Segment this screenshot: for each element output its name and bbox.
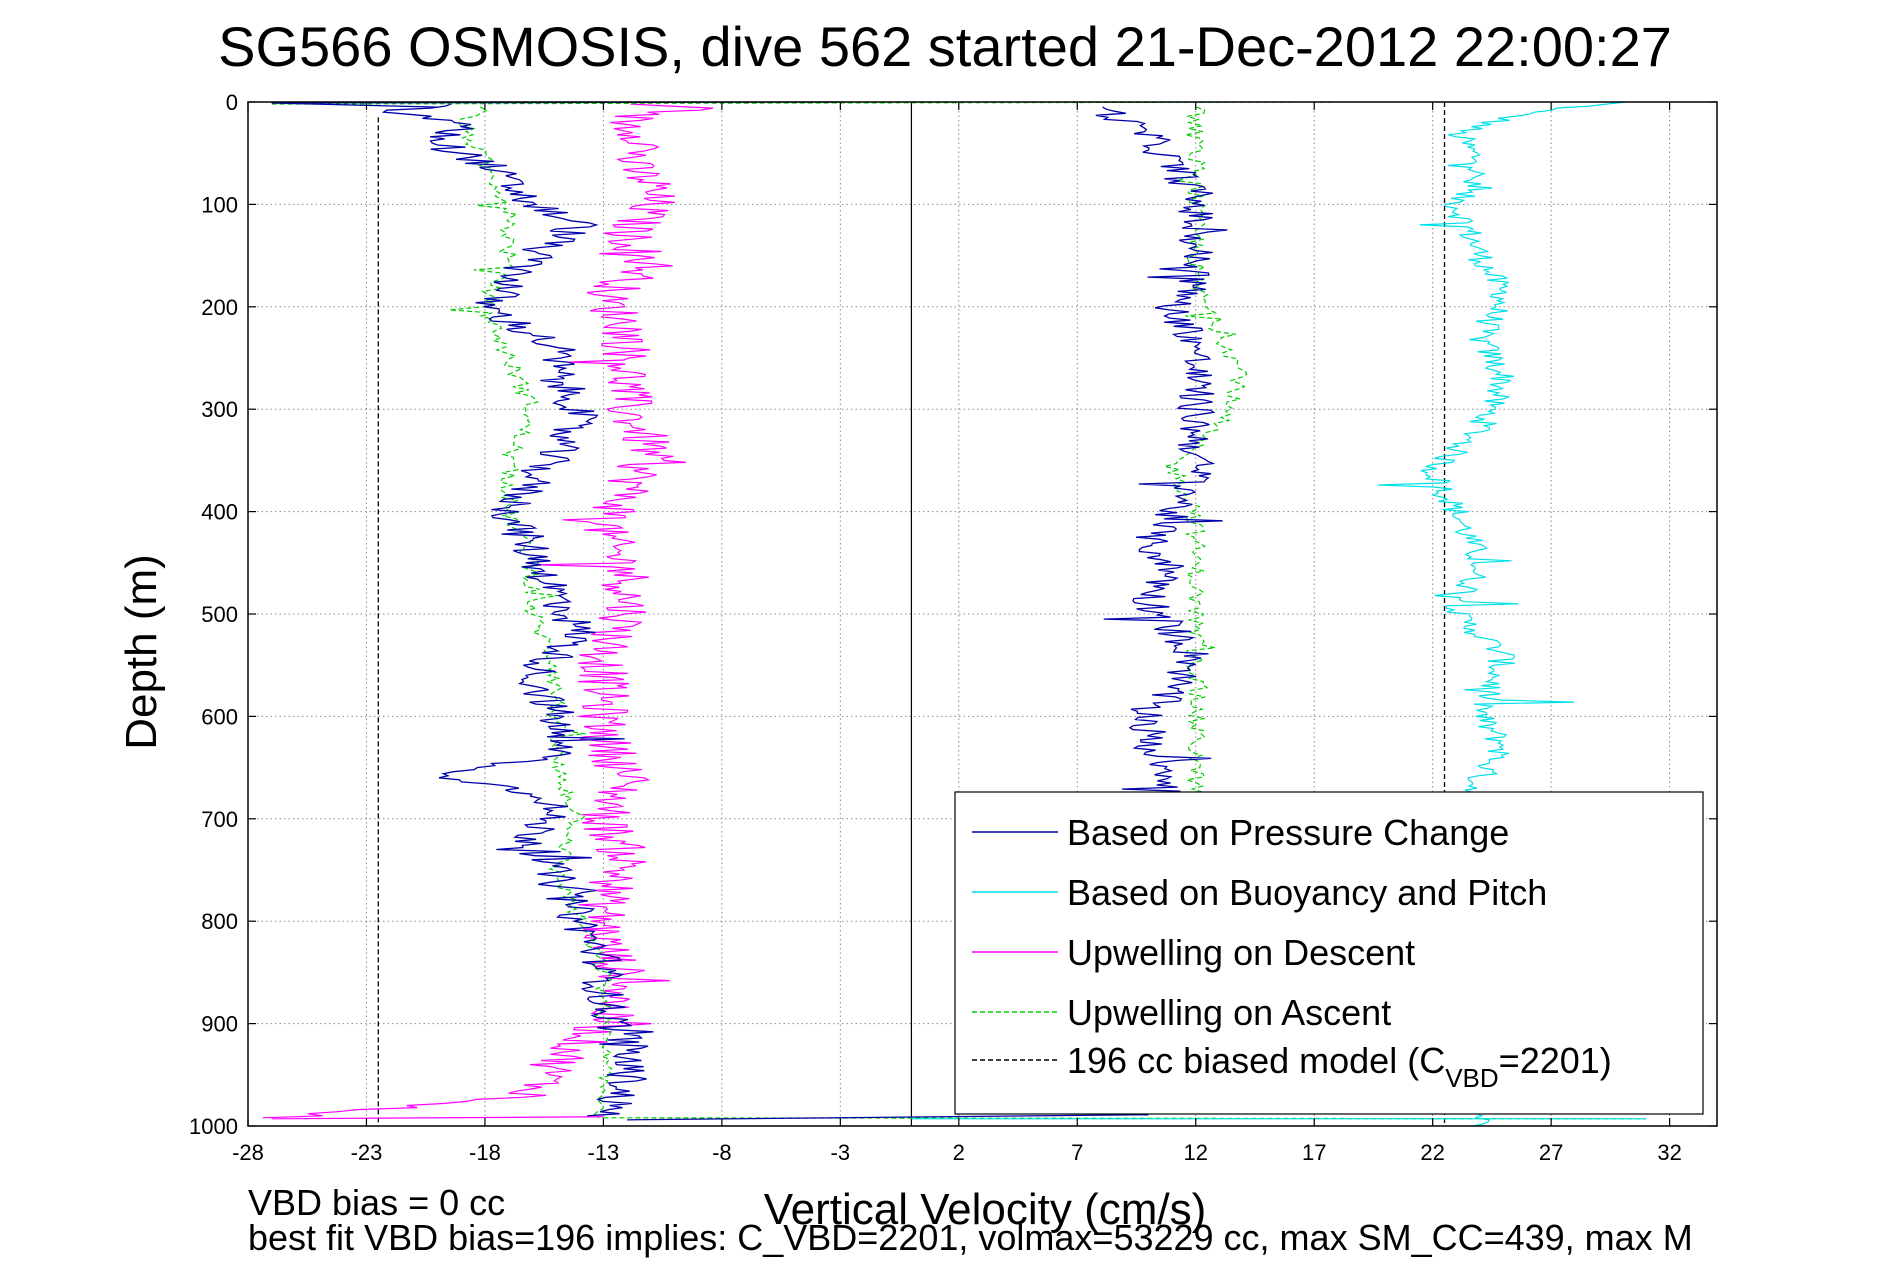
y-axis-label: Depth (m) <box>117 554 166 750</box>
x-tick-label: 2 <box>953 1140 965 1165</box>
series-upwelling-descent <box>262 103 714 1119</box>
footer-line-2: best fit VBD bias=196 implies: C_VBD=220… <box>248 1217 1693 1258</box>
y-tick-label: 800 <box>201 909 238 934</box>
chart-title: SG566 OSMOSIS, dive 562 started 21-Dec-2… <box>218 15 1672 78</box>
x-tick-label: -13 <box>588 1140 620 1165</box>
x-tick-label: -23 <box>351 1140 383 1165</box>
series-upwelling-descent-bottom <box>271 1116 604 1120</box>
y-tick-label: 400 <box>201 500 238 525</box>
y-tick-label: 500 <box>201 602 238 627</box>
legend-label: Upwelling on Descent <box>1067 932 1415 973</box>
y-tick-label: 300 <box>201 397 238 422</box>
y-tick-label: 0 <box>226 90 238 115</box>
series-upwelling-ascent-ascent-half <box>1164 106 1248 799</box>
x-tick-label: 32 <box>1657 1140 1681 1165</box>
y-tick-label: 700 <box>201 807 238 832</box>
series-upwelling-ascent-descent-half <box>449 106 615 1119</box>
x-tick-label: -3 <box>831 1140 851 1165</box>
legend: Based on Pressure Change Based on Buoyanc… <box>954 791 1704 1115</box>
y-tick-label: 200 <box>201 295 238 320</box>
x-tick-label: 12 <box>1183 1140 1207 1165</box>
x-tick-label: 27 <box>1539 1140 1563 1165</box>
series-pressure-change-bottom <box>627 1114 1149 1121</box>
x-tick-label: 17 <box>1302 1140 1326 1165</box>
y-tick-label: 600 <box>201 704 238 729</box>
footer-line-1: VBD bias = 0 cc <box>248 1182 505 1223</box>
series-pressure-change-descent <box>381 103 654 1117</box>
legend-label: Based on Buoyancy and Pitch <box>1067 872 1547 913</box>
y-tick-label: 900 <box>201 1012 238 1037</box>
legend-label: Based on Pressure Change <box>1067 812 1509 853</box>
x-tick-label: 7 <box>1071 1140 1083 1165</box>
axes: -28 -23 -18 -13 -8 -3 2 7 12 17 22 27 32010020030040… <box>189 90 1718 1165</box>
y-tick-label: 1000 <box>189 1114 238 1139</box>
x-tick-label: -8 <box>712 1140 732 1165</box>
legend-label-subscript: VBD <box>1445 1063 1498 1093</box>
series-pressure-change-ascent <box>1095 106 1228 798</box>
y-tick-label: 100 <box>201 192 238 217</box>
legend-label-suffix: =2201) <box>1499 1040 1612 1081</box>
legend-label: Upwelling on Ascent <box>1067 992 1391 1033</box>
x-tick-label: -18 <box>469 1140 501 1165</box>
x-tick-label: -28 <box>232 1140 264 1165</box>
legend-box <box>954 791 1704 1115</box>
x-axis-label: Vertical Velocity (cm/s) <box>764 1185 1207 1234</box>
x-tick-label: 22 <box>1420 1140 1444 1165</box>
